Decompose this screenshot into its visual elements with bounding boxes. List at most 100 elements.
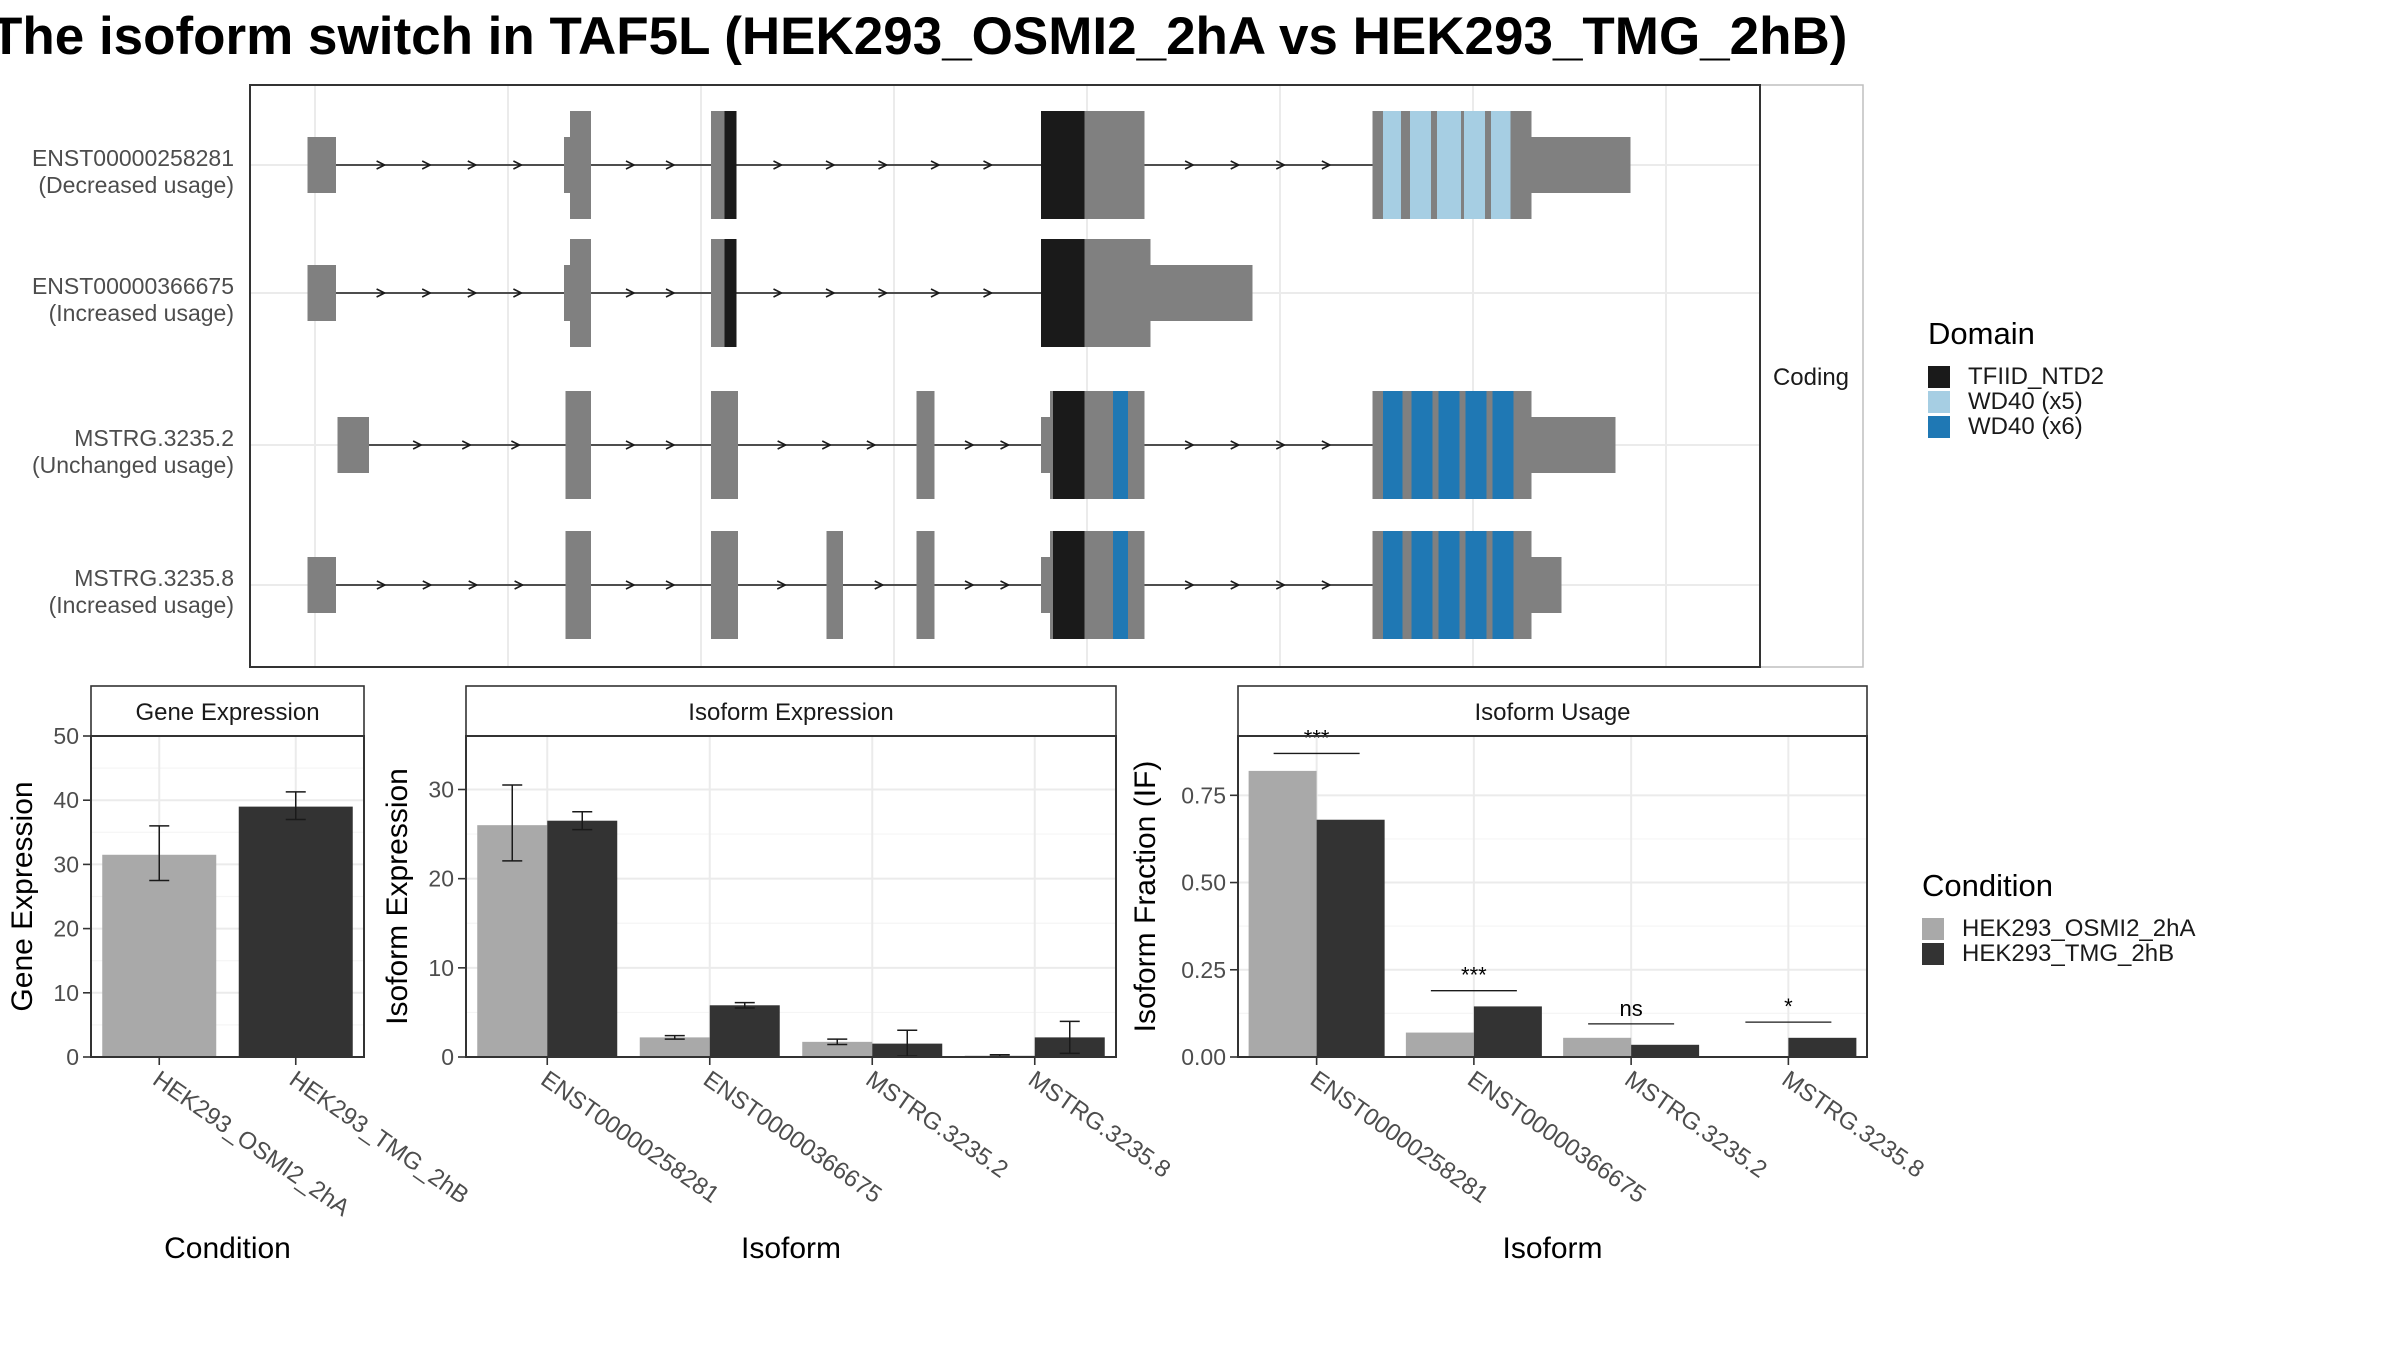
panel-strip-title: Isoform Usage <box>1474 699 1630 726</box>
intron-arrow <box>625 160 636 170</box>
noncoding-exon <box>307 557 336 613</box>
y-tick-label: 0.00 <box>1181 1044 1226 1070</box>
intron-arrow <box>773 160 784 170</box>
domain-wd40-x6 <box>1465 531 1487 639</box>
significance-label: *** <box>1461 963 1487 988</box>
domain-wd40-x6 <box>1438 391 1460 499</box>
noncoding-exon <box>1150 265 1253 321</box>
domain-tfiid-ntd2 <box>724 239 737 347</box>
domain-tfiid-ntd2 <box>724 111 737 219</box>
intron-arrow <box>1000 440 1011 450</box>
noncoding-exon <box>1041 417 1050 473</box>
domain-legend: Domain TFIID_NTD2 WD40 (x5) WD40 (x6) <box>1928 316 2105 440</box>
intron-arrow <box>1184 160 1195 170</box>
intron-arrow <box>878 288 889 298</box>
coding-exon <box>711 111 726 219</box>
legend-item-wd40-x5: WD40 (x5) <box>1928 387 2104 415</box>
intron-arrow <box>625 288 636 298</box>
isoform-status-label: (Increased usage) <box>49 592 234 618</box>
legend-swatch-cond2 <box>1922 942 1944 965</box>
panel-border <box>1237 735 1868 1058</box>
noncoding-exon <box>337 417 369 473</box>
legend-swatch-wd40-x6 <box>1928 415 1950 438</box>
intron-arrow <box>983 288 994 298</box>
legend-label-tfiid: TFIID_NTD2 <box>1968 362 2105 390</box>
domain-wd40-x5 <box>1464 111 1485 219</box>
condition-legend: Condition HEK293_OSMI2_2hA HEK293_TMG_2h… <box>1922 868 2195 967</box>
coding-exon <box>565 391 591 499</box>
coding-exon <box>711 239 726 347</box>
legend-swatch-cond1 <box>1922 917 1944 940</box>
domain-wd40-x6 <box>1113 391 1128 499</box>
isoform-status-label: (Decreased usage) <box>38 172 234 198</box>
y-tick-label: 40 <box>53 787 79 813</box>
panel-border <box>465 735 1117 1058</box>
intron-arrow <box>874 580 885 590</box>
panel-strip-title: Gene Expression <box>135 699 319 726</box>
intron-arrow <box>376 288 387 298</box>
y-tick-label: 20 <box>428 866 454 892</box>
y-tick-label: 10 <box>53 980 79 1006</box>
domain-wd40-x6 <box>1411 531 1433 639</box>
y-tick-label: 0 <box>66 1044 79 1070</box>
y-tick-label: 0.75 <box>1181 782 1226 808</box>
bar-cond1 <box>477 825 548 1057</box>
legend-label-wd40-x5: WD40 (x5) <box>1968 387 2083 415</box>
intron-arrow <box>421 160 432 170</box>
noncoding-exon <box>307 265 336 321</box>
intron-arrow <box>1275 580 1287 590</box>
bar-cond2 <box>1316 819 1385 1057</box>
intron-arrow <box>983 160 994 170</box>
noncoding-exon <box>1041 557 1050 613</box>
coding-exon <box>570 111 591 219</box>
intron-arrow <box>964 440 975 450</box>
coding-facet-label: Coding <box>1773 364 1849 391</box>
bar-cond1 <box>1248 770 1317 1057</box>
noncoding-exon <box>1531 557 1562 613</box>
intron-arrow <box>376 580 387 590</box>
bar-cond1 <box>1563 1037 1632 1057</box>
y-axis-title: Isoform Fraction (IF) <box>1129 761 1162 1033</box>
bar-cond1 <box>639 1037 710 1057</box>
intron-arrow <box>513 288 524 298</box>
intron-arrow <box>964 580 975 590</box>
intron-arrow <box>776 580 788 590</box>
bar-cond1 <box>1405 1032 1474 1057</box>
figure-title: The isoform switch in TAF5L (HEK293_OSMI… <box>0 7 1848 66</box>
x-tick-label: MSTRG.3235.8 <box>1777 1066 1929 1184</box>
intron-arrow <box>412 440 423 450</box>
significance-label: *** <box>1304 725 1330 750</box>
x-tick-label: ENST00000366675 <box>698 1066 886 1209</box>
intron-arrow <box>1230 580 1241 590</box>
panel-strip-title: Isoform Expression <box>688 699 893 726</box>
y-tick-label: 50 <box>53 723 79 749</box>
noncoding-exon <box>1531 137 1631 193</box>
y-tick-label: 0 <box>441 1044 454 1070</box>
intron-arrow <box>825 160 836 170</box>
domain-wd40-x5 <box>1383 111 1401 219</box>
intron-arrow <box>1230 160 1241 170</box>
intron-arrow <box>421 288 432 298</box>
significance-label: ns <box>1620 996 1643 1021</box>
y-tick-label: 30 <box>53 851 79 877</box>
y-tick-label: 30 <box>428 777 454 803</box>
intron-arrow <box>1230 440 1241 450</box>
intron-arrow <box>1275 160 1287 170</box>
domain-tfiid-ntd2 <box>1053 531 1085 639</box>
y-tick-label: 10 <box>428 955 454 981</box>
isoform-name-label: ENST00000258281 <box>32 145 234 171</box>
isoform-name-label: MSTRG.3235.8 <box>74 565 234 591</box>
intron-arrow <box>665 580 676 590</box>
y-tick-label: 0.25 <box>1181 957 1226 983</box>
intron-arrow <box>511 440 522 450</box>
intron-arrow <box>422 580 433 590</box>
noncoding-exon <box>1531 417 1616 473</box>
intron-arrow <box>625 580 636 590</box>
intron-arrow <box>1275 440 1287 450</box>
structure-panel-border <box>249 84 1761 668</box>
bar-cond2 <box>547 820 618 1057</box>
x-axis-title: Isoform <box>1502 1232 1602 1265</box>
intron-arrow <box>467 160 478 170</box>
bar-cond1 <box>102 854 217 1057</box>
